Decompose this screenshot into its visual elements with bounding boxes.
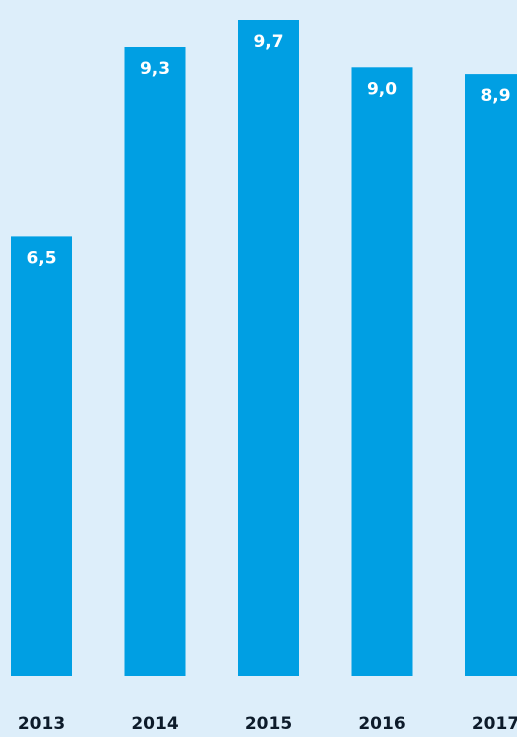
category-label-2013: 2013: [18, 714, 65, 734]
value-label-2016: 9,0: [367, 79, 397, 99]
category-label-2016: 2016: [358, 714, 405, 734]
value-labels-group: 6,5 9,3 9,7 9,0 8,9: [26, 32, 510, 268]
bar-2015: [238, 20, 299, 676]
value-label-2014: 9,3: [140, 59, 170, 79]
bar-2017: [465, 74, 517, 677]
bar-2013: [11, 236, 72, 676]
bar-2016: [351, 67, 413, 677]
category-label-2014: 2014: [131, 714, 178, 734]
value-label-2015: 9,7: [253, 32, 283, 52]
value-label-2017: 8,9: [480, 86, 510, 106]
category-label-2017: 2017: [472, 714, 517, 734]
bars-group: [11, 20, 517, 677]
bar-2014: [124, 47, 186, 676]
value-label-2013: 6,5: [26, 248, 56, 268]
category-labels-group: 2013 2014 2015 2016 2017: [18, 714, 517, 734]
category-label-2015: 2015: [245, 714, 292, 734]
